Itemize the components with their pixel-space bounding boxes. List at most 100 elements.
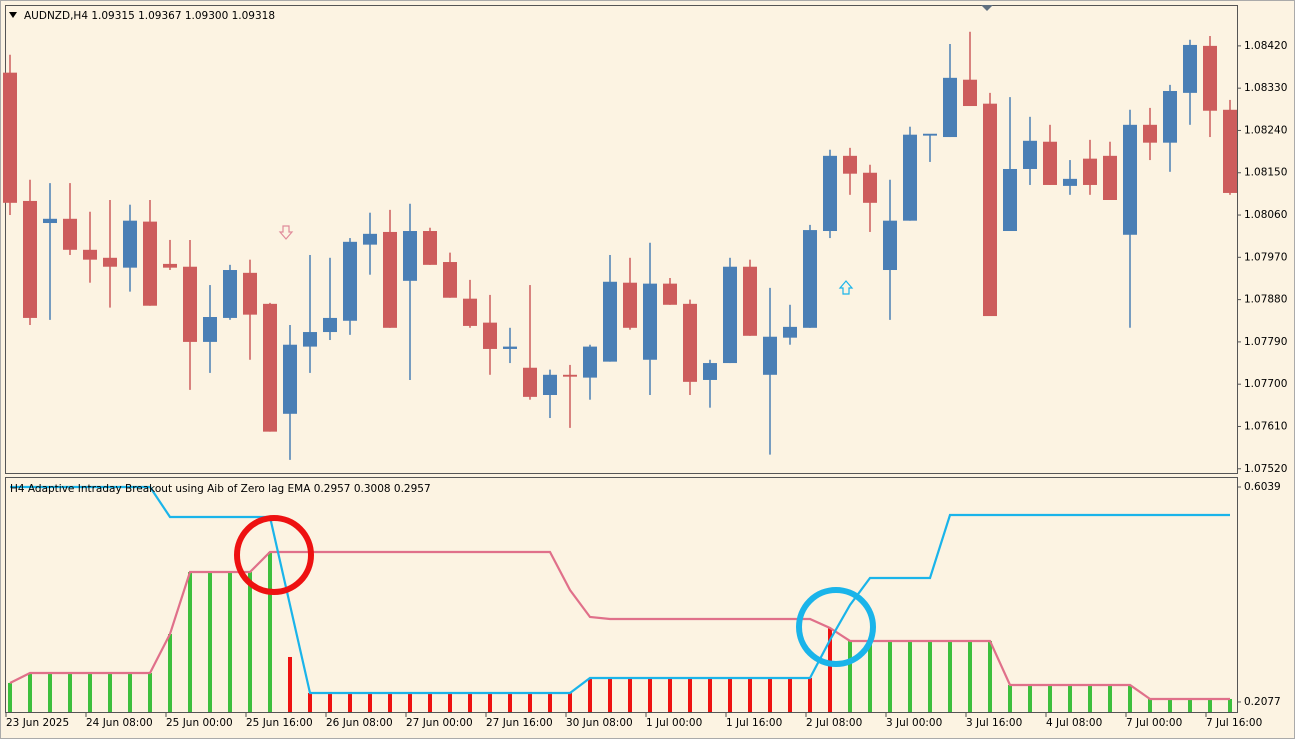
candle-body — [463, 298, 477, 326]
candle-body — [1043, 141, 1057, 185]
histogram-bar — [508, 693, 512, 712]
candle-body — [163, 263, 177, 268]
histogram-bar — [908, 640, 912, 712]
histogram-bar — [208, 572, 212, 712]
histogram-bar — [708, 677, 712, 712]
x-tick-label: 27 Jun 16:00 — [486, 717, 553, 729]
x-tick-label: 7 Jul 00:00 — [1126, 717, 1182, 729]
candle-body — [823, 155, 837, 232]
buy-arrow — [838, 280, 854, 295]
candle-body — [623, 282, 637, 328]
y-tick-label: 0.2077 — [1244, 696, 1281, 708]
candle-body — [23, 200, 37, 318]
histogram-bar — [988, 640, 992, 712]
plot: 1.08420 1.08330 1.08240 1.08150 1.08060 1.079… — [3, 31, 1287, 729]
candle-body — [1203, 45, 1217, 111]
histogram-bar — [1028, 684, 1032, 712]
candle-body — [723, 266, 737, 364]
y-tick-label: 1.07700 — [1244, 378, 1287, 390]
candle-body — [3, 72, 17, 203]
histogram-bar — [268, 552, 272, 712]
histogram-bar — [668, 677, 672, 712]
histogram-bar — [848, 640, 852, 712]
histogram-bar — [748, 677, 752, 712]
candle-body — [483, 322, 497, 349]
sell-highlight — [234, 515, 314, 595]
x-tick-label: 26 Jun 08:00 — [326, 717, 393, 729]
x-tick-label: 1 Jul 00:00 — [646, 717, 702, 729]
histogram-bar — [688, 677, 692, 712]
candle-body — [703, 363, 717, 380]
candle-body — [923, 133, 937, 136]
x-tick-label: 25 Jun 16:00 — [246, 717, 313, 729]
x-tick-label: 1 Jul 16:00 — [726, 717, 782, 729]
candle-body — [83, 249, 97, 260]
overlay: AUDNZD,H4 1.09315 1.09367 1.09300 1.0931… — [9, 5, 993, 667]
histogram-bar — [128, 672, 132, 712]
histogram-bar — [108, 672, 112, 712]
candle-body — [663, 283, 677, 305]
candle-body — [963, 79, 977, 107]
histogram-bar — [308, 693, 312, 712]
candle-body — [883, 220, 897, 271]
candle-body — [423, 231, 437, 265]
candle-body — [123, 220, 137, 268]
candle-body — [103, 257, 117, 267]
indicator-line — [9, 550, 1230, 701]
histogram-bar — [828, 628, 832, 712]
x-tick-label: 3 Jul 16:00 — [966, 717, 1022, 729]
histogram-bar — [428, 693, 432, 712]
histogram-bar — [1008, 684, 1012, 712]
histogram-bar — [808, 677, 812, 712]
candle-body — [303, 332, 317, 347]
histogram-bar — [768, 677, 772, 712]
histogram-bar — [88, 672, 92, 712]
candle-body — [1063, 178, 1077, 186]
candle-body — [1163, 90, 1177, 143]
candle-body — [143, 221, 157, 306]
candle-body — [443, 262, 457, 298]
y-tick-label: 1.07610 — [1244, 420, 1287, 432]
candle-body — [323, 317, 337, 333]
histogram-bar — [1068, 684, 1072, 712]
histogram-bar — [1088, 684, 1092, 712]
candle-body — [1023, 140, 1037, 169]
histogram-bar — [1168, 698, 1172, 712]
candle-body — [343, 241, 357, 321]
candle-body — [1083, 158, 1097, 185]
x-tick-label: 23 Jun 2025 — [6, 717, 69, 729]
x-tick-label: 27 Jun 00:00 — [406, 717, 473, 729]
candle-body — [1123, 124, 1137, 235]
histogram-bar — [1148, 698, 1152, 712]
histogram-bar — [448, 693, 452, 712]
histogram-bar — [548, 693, 552, 712]
histogram-bar — [788, 677, 792, 712]
histogram-bar — [388, 693, 392, 712]
histogram-bar — [148, 672, 152, 712]
candle-body — [743, 266, 757, 336]
histogram-bar — [368, 693, 372, 712]
histogram-bar — [1048, 684, 1052, 712]
y-tick-label: 1.07790 — [1244, 336, 1287, 348]
candle-body — [203, 317, 217, 342]
histogram-bar — [568, 693, 572, 712]
y-tick-label: 1.08150 — [1244, 167, 1287, 179]
candle-body — [643, 283, 657, 360]
y-tick-label: 1.07970 — [1244, 251, 1287, 263]
candle-body — [243, 272, 257, 315]
candle-body — [523, 367, 537, 397]
y-tick-label: 1.08060 — [1244, 209, 1287, 221]
candle-body — [943, 77, 957, 138]
indicator-title: H4 Adaptive Intraday Breakout using Aib … — [10, 483, 431, 495]
histogram-bar — [888, 640, 892, 712]
y-tick-label: 1.08330 — [1244, 82, 1287, 94]
histogram-bar — [348, 693, 352, 712]
x-tick-label: 30 Jun 08:00 — [566, 717, 633, 729]
histogram-bar — [1128, 684, 1132, 712]
histogram-bar — [928, 640, 932, 712]
histogram-bar — [948, 640, 952, 712]
x-tick-label: 25 Jun 00:00 — [166, 717, 233, 729]
x-tick-label: 4 Jul 08:00 — [1046, 717, 1102, 729]
candle-body — [683, 303, 697, 382]
